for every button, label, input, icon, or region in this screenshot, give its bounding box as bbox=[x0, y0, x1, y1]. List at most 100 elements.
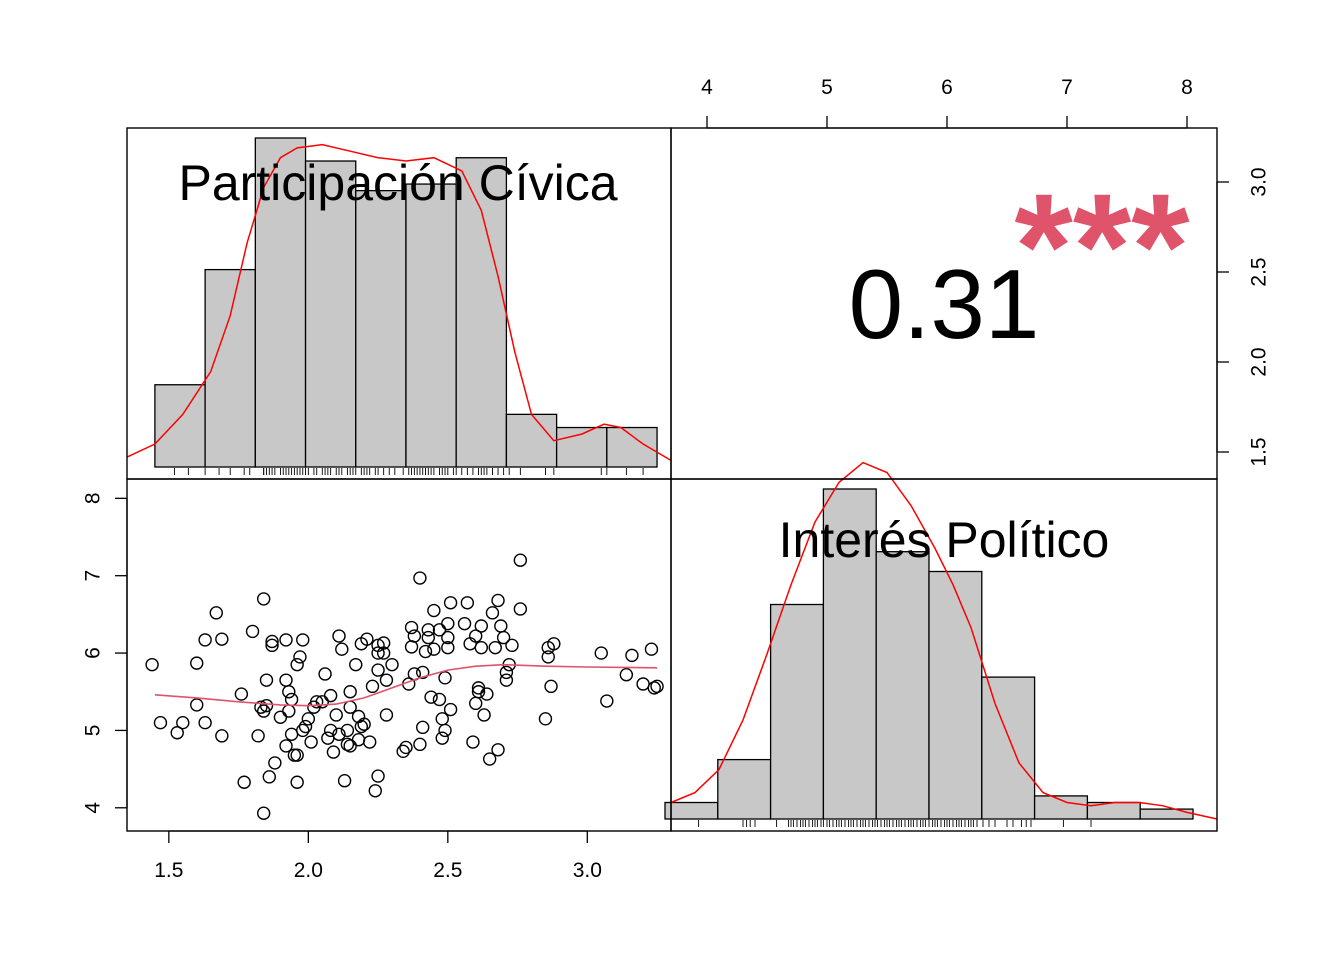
scatter-point bbox=[323, 688, 338, 703]
scatter-point bbox=[293, 650, 307, 664]
scatter-point bbox=[396, 744, 410, 759]
scatter-point bbox=[416, 665, 430, 680]
scatter-point bbox=[282, 685, 296, 699]
scatter-point bbox=[469, 629, 483, 643]
scatter-point bbox=[337, 774, 352, 788]
scatter-point bbox=[625, 648, 639, 663]
scatter-point bbox=[256, 592, 271, 606]
scatter-point bbox=[234, 687, 249, 701]
hist-participacion-bar bbox=[355, 189, 407, 468]
scatter-point bbox=[256, 806, 271, 820]
scatter-point bbox=[245, 624, 260, 639]
scatter-point bbox=[416, 720, 430, 735]
scatter-point bbox=[513, 553, 528, 567]
scatter-point bbox=[385, 657, 399, 672]
scatter-point bbox=[296, 633, 310, 647]
scatter-point bbox=[304, 735, 318, 749]
scatter-point bbox=[340, 723, 355, 738]
axis-left-tick-label: 4 bbox=[82, 802, 105, 814]
scatter-point bbox=[279, 633, 293, 647]
panel-borders bbox=[126, 127, 1218, 832]
scatter-point bbox=[363, 735, 377, 749]
hist-participacion-density-line bbox=[126, 143, 672, 462]
hist-participacion-bar bbox=[304, 160, 357, 468]
axis-top-tick-label: 6 bbox=[941, 76, 953, 99]
scatter-point bbox=[482, 752, 497, 766]
scatter-point bbox=[215, 632, 229, 646]
scatter-point bbox=[310, 695, 324, 709]
scatter-point bbox=[176, 715, 190, 730]
scatter-point bbox=[259, 673, 274, 687]
scatter-point bbox=[619, 668, 634, 682]
scatter-point bbox=[443, 702, 458, 717]
scatter-point bbox=[371, 769, 385, 783]
axis-right-tick-label: 2.5 bbox=[1248, 257, 1271, 286]
scatter-point bbox=[424, 690, 438, 704]
scatter-point bbox=[318, 667, 332, 681]
scatter-point bbox=[474, 619, 488, 633]
scatter-point bbox=[215, 729, 229, 743]
hist-interes-bar bbox=[1139, 808, 1194, 820]
hist-interes-bar bbox=[769, 603, 825, 820]
scatter-point bbox=[499, 673, 514, 687]
axis-top-tick-label: 4 bbox=[701, 76, 713, 99]
hist-interes-bar bbox=[875, 551, 930, 820]
scatter-point bbox=[371, 646, 385, 660]
scatter-point bbox=[457, 616, 472, 631]
scatter-point bbox=[326, 745, 341, 759]
smooth-line bbox=[154, 663, 658, 707]
scatter-point bbox=[198, 633, 212, 647]
hist-participacion-bar bbox=[405, 183, 457, 468]
axis-left-tick-label: 6 bbox=[82, 647, 105, 659]
axis-top-tick-label: 7 bbox=[1061, 76, 1073, 99]
scatter-point bbox=[505, 638, 519, 653]
scatter-point bbox=[496, 630, 511, 645]
scatter-point bbox=[153, 715, 168, 730]
scatter-point bbox=[600, 694, 614, 708]
panel-top-left bbox=[126, 137, 672, 475]
scatter-point bbox=[349, 657, 363, 672]
axis-top-tick-label: 8 bbox=[1181, 76, 1193, 99]
scatter-point bbox=[421, 623, 435, 637]
axis-bottom-tick-label: 1.5 bbox=[154, 859, 183, 882]
scatter-point bbox=[404, 620, 419, 635]
scatter-point bbox=[466, 735, 480, 749]
axis-right-tick-label: 2.0 bbox=[1248, 347, 1271, 376]
scatter-point bbox=[376, 636, 391, 650]
scatter-point bbox=[491, 743, 505, 757]
scatter-point bbox=[438, 671, 452, 685]
scatter-point bbox=[427, 642, 441, 656]
scatter-point bbox=[296, 723, 310, 738]
hist-interes-bar bbox=[664, 801, 719, 820]
scatter-point bbox=[340, 737, 355, 752]
scatter-point bbox=[441, 640, 455, 655]
axis-right-tick-label: 1.5 bbox=[1248, 437, 1271, 466]
scatter-point bbox=[488, 640, 502, 655]
scatter-point bbox=[209, 606, 223, 620]
scatter-point bbox=[547, 637, 561, 651]
scatter-point bbox=[647, 681, 661, 695]
hist-interes-bar bbox=[822, 488, 877, 820]
scatter-point bbox=[544, 679, 558, 694]
scatter-point bbox=[190, 656, 204, 670]
scatter-point bbox=[441, 616, 455, 631]
axis-right-tick-label: 3.0 bbox=[1248, 167, 1271, 196]
scatter-point bbox=[360, 632, 374, 646]
scatter-point bbox=[379, 673, 394, 687]
scatter-point bbox=[332, 727, 346, 741]
scatter-point bbox=[354, 719, 369, 734]
hist-interes-bar bbox=[981, 676, 1036, 820]
scatter-point bbox=[460, 596, 475, 610]
scatter-point bbox=[332, 629, 346, 643]
scatter-point bbox=[594, 646, 608, 660]
panel-border bbox=[670, 478, 1218, 832]
scatter-point bbox=[254, 700, 268, 714]
scatter-point bbox=[357, 717, 371, 731]
scatter-point bbox=[329, 708, 343, 722]
scatter-point bbox=[441, 630, 455, 645]
axis-left-tick-label: 7 bbox=[82, 570, 105, 582]
scatter-point bbox=[407, 629, 422, 643]
scatter-point bbox=[438, 723, 452, 738]
